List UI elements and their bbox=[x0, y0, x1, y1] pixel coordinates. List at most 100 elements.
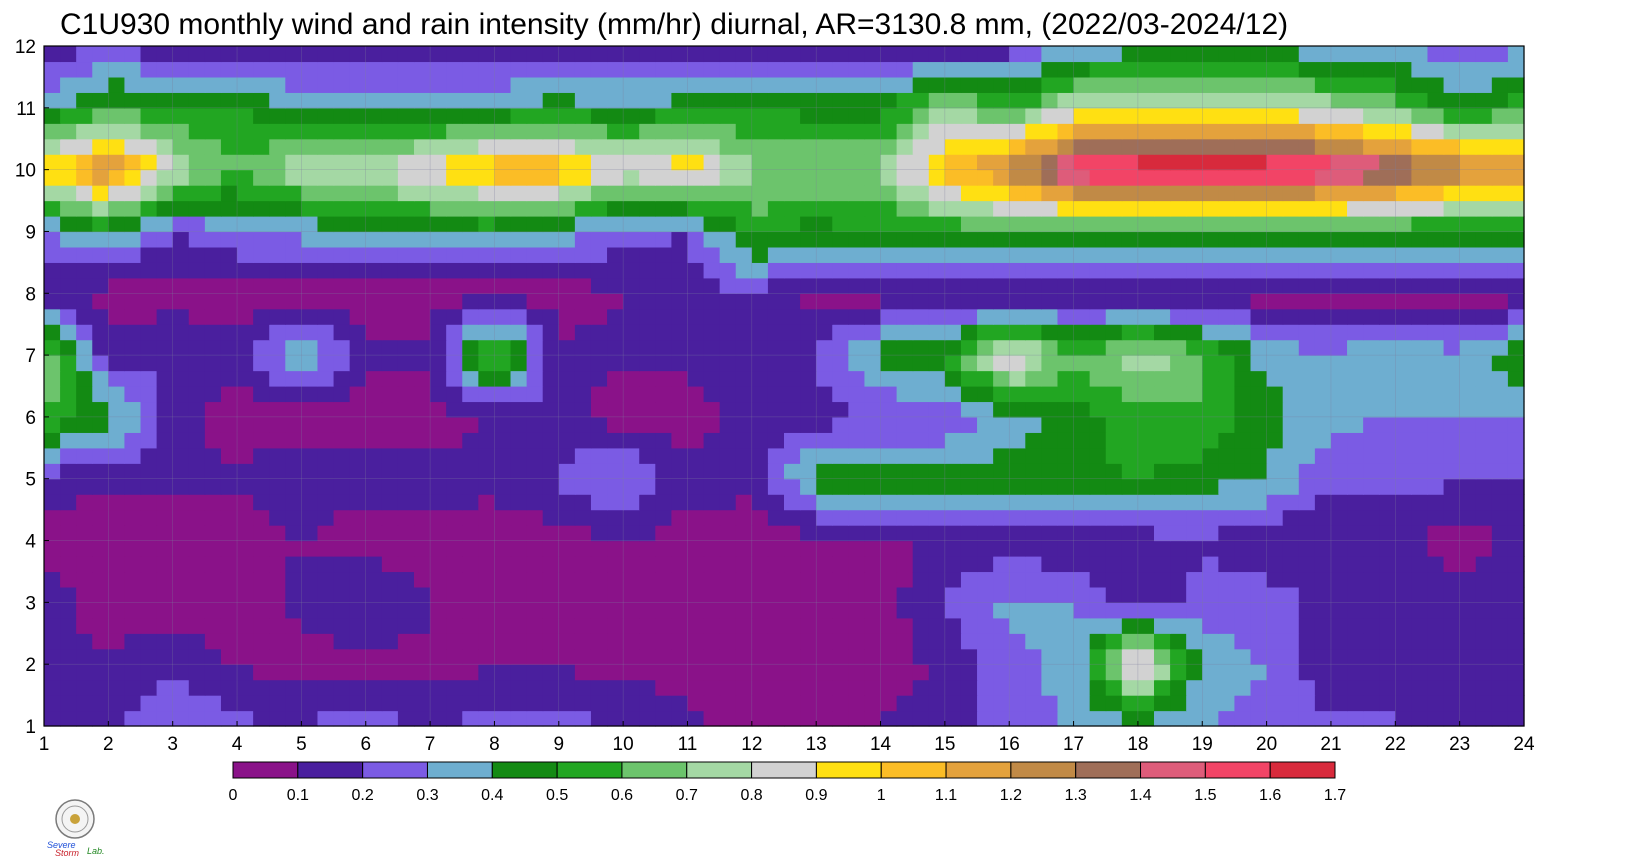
heatmap-cell bbox=[478, 169, 496, 186]
heatmap-cell bbox=[623, 216, 640, 233]
heatmap-cell bbox=[960, 339, 978, 356]
heatmap-cell bbox=[462, 138, 479, 155]
heatmap-cell bbox=[1491, 664, 1509, 681]
heatmap-cell bbox=[237, 216, 254, 233]
heatmap-cell bbox=[1089, 648, 1107, 665]
heatmap-cell bbox=[1330, 463, 1348, 480]
heatmap-cell bbox=[1379, 61, 1396, 78]
heatmap-cell bbox=[397, 370, 415, 387]
heatmap-cell bbox=[607, 432, 624, 449]
heatmap-cell bbox=[1443, 123, 1461, 140]
heatmap-cell bbox=[1202, 679, 1219, 696]
heatmap-cell bbox=[1137, 710, 1155, 727]
heatmap-cell bbox=[832, 617, 849, 634]
y-tick-label: 10 bbox=[15, 161, 36, 182]
heatmap-cell bbox=[430, 185, 447, 202]
heatmap-cell bbox=[1250, 540, 1268, 557]
heatmap-cell bbox=[430, 246, 447, 263]
heatmap-cell bbox=[832, 216, 849, 233]
heatmap-cell bbox=[44, 648, 61, 665]
heatmap-cell bbox=[1186, 664, 1203, 681]
heatmap-cell bbox=[912, 216, 930, 233]
heatmap-cell bbox=[430, 138, 447, 155]
heatmap-cell bbox=[848, 277, 866, 294]
heatmap-cell bbox=[237, 277, 254, 294]
heatmap-cell bbox=[735, 293, 753, 310]
heatmap-cell bbox=[1314, 46, 1332, 63]
heatmap-cell bbox=[1507, 401, 1525, 418]
heatmap-cell bbox=[1314, 494, 1332, 511]
heatmap-cell bbox=[864, 216, 882, 233]
heatmap-cell bbox=[800, 61, 817, 78]
heatmap-cell bbox=[526, 138, 544, 155]
heatmap-cell bbox=[1121, 61, 1139, 78]
heatmap-cell bbox=[430, 602, 447, 619]
heatmap-cell bbox=[510, 92, 528, 109]
heatmap-cell bbox=[172, 602, 190, 619]
heatmap-cell bbox=[237, 324, 254, 341]
heatmap-cell bbox=[784, 540, 801, 557]
heatmap-cell bbox=[494, 633, 512, 650]
heatmap-cell bbox=[912, 556, 930, 573]
heatmap-cell bbox=[1282, 46, 1300, 63]
heatmap-cell bbox=[977, 308, 994, 325]
heatmap-cell bbox=[1266, 617, 1284, 634]
heatmap-cell bbox=[317, 107, 335, 124]
heatmap-cell bbox=[735, 540, 753, 557]
heatmap-cell bbox=[993, 494, 1010, 511]
heatmap-cell bbox=[1137, 107, 1155, 124]
heatmap-cell bbox=[285, 617, 302, 634]
heatmap-cell bbox=[76, 169, 93, 186]
heatmap-cell bbox=[526, 200, 544, 217]
heatmap-cell bbox=[848, 432, 866, 449]
heatmap-cell bbox=[1009, 339, 1026, 356]
heatmap-cell bbox=[1347, 107, 1364, 124]
heatmap-cell bbox=[574, 432, 592, 449]
heatmap-cell bbox=[462, 185, 479, 202]
heatmap-cell bbox=[1282, 679, 1300, 696]
heatmap-cell bbox=[848, 494, 866, 511]
heatmap-cell bbox=[671, 200, 689, 217]
heatmap-cell bbox=[671, 432, 689, 449]
heatmap-cell bbox=[1411, 664, 1429, 681]
heatmap-cell bbox=[446, 61, 463, 78]
heatmap-cell bbox=[928, 540, 946, 557]
heatmap-cell bbox=[623, 169, 640, 186]
heatmap-cell bbox=[1202, 386, 1219, 403]
heatmap-cell bbox=[655, 339, 672, 356]
heatmap-cell bbox=[1105, 185, 1123, 202]
heatmap-cell bbox=[864, 262, 882, 279]
heatmap-cell bbox=[1250, 92, 1268, 109]
heatmap-cell bbox=[1266, 540, 1284, 557]
heatmap-cell bbox=[1427, 386, 1445, 403]
heatmap-cell bbox=[703, 293, 721, 310]
heatmap-cell bbox=[156, 231, 174, 248]
heatmap-cell bbox=[124, 478, 142, 495]
heatmap-cell bbox=[1314, 571, 1332, 588]
heatmap-cell bbox=[574, 617, 592, 634]
heatmap-cell bbox=[687, 602, 705, 619]
heatmap-cell bbox=[1363, 76, 1380, 93]
heatmap-cell bbox=[60, 185, 77, 202]
heatmap-cell bbox=[912, 509, 930, 526]
heatmap-cell bbox=[381, 602, 399, 619]
heatmap-cell bbox=[1057, 617, 1075, 634]
heatmap-cell bbox=[1314, 463, 1332, 480]
heatmap-cell bbox=[44, 123, 61, 140]
heatmap-cell bbox=[60, 463, 77, 480]
heatmap-cell bbox=[269, 308, 286, 325]
heatmap-cell bbox=[526, 246, 544, 263]
heatmap-cell bbox=[719, 586, 737, 603]
heatmap-cell bbox=[800, 277, 817, 294]
heatmap-cell bbox=[607, 710, 624, 727]
heatmap-cell bbox=[1202, 571, 1219, 588]
heatmap-cell bbox=[1186, 432, 1203, 449]
heatmap-cell bbox=[462, 76, 479, 93]
colorbar-label: 0.8 bbox=[740, 787, 762, 804]
heatmap-cell bbox=[719, 138, 737, 155]
heatmap-cell bbox=[1202, 478, 1219, 495]
heatmap-cell bbox=[44, 107, 61, 124]
heatmap-cell bbox=[1121, 46, 1139, 63]
heatmap-cell bbox=[478, 540, 496, 557]
heatmap-cell bbox=[1234, 556, 1252, 573]
